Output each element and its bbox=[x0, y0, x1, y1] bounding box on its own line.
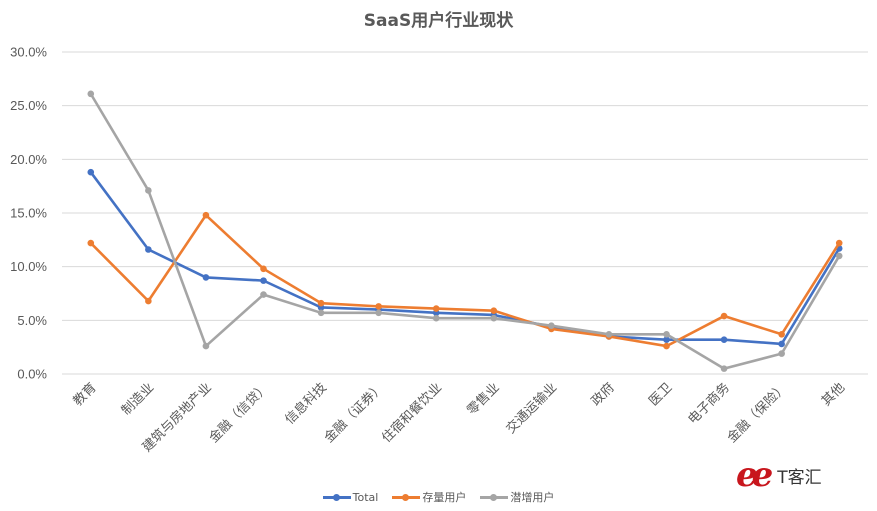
chart-legend: Total 存量用户 潜增用户 bbox=[0, 489, 877, 505]
y-tick-label: 10.0% bbox=[10, 259, 47, 274]
data-point-marker bbox=[490, 307, 498, 314]
data-point-marker bbox=[663, 336, 670, 343]
data-point-marker bbox=[663, 330, 670, 338]
data-point-marker bbox=[720, 312, 728, 320]
x-tick-label: 政府 bbox=[589, 380, 618, 409]
data-point-marker bbox=[202, 342, 210, 350]
legend-label: 存量用户 bbox=[422, 491, 467, 504]
data-point-marker bbox=[778, 350, 785, 357]
series-line bbox=[89, 171, 841, 346]
data-point-marker bbox=[260, 265, 267, 273]
data-point-marker bbox=[490, 314, 498, 322]
data-point-marker bbox=[375, 303, 382, 310]
x-tick-label: 住宿和餐饮业 bbox=[379, 380, 445, 446]
x-tick-label: 信息科技 bbox=[282, 380, 330, 428]
data-point-marker bbox=[260, 277, 267, 284]
legend-line-marker-icon bbox=[392, 492, 421, 502]
logo-text: T客汇 bbox=[777, 467, 822, 488]
data-point-marker bbox=[317, 299, 325, 307]
x-tick-label: 交通运输业 bbox=[503, 380, 560, 437]
chart-title: SaaS用户行业现状 bbox=[363, 11, 514, 31]
series-line bbox=[89, 213, 841, 348]
y-tick-label: 5.0% bbox=[17, 313, 47, 328]
data-point-marker bbox=[202, 274, 210, 281]
data-point-marker bbox=[375, 309, 382, 317]
data-point-marker bbox=[605, 330, 613, 338]
data-point-marker bbox=[835, 239, 843, 247]
data-point-marker bbox=[432, 305, 440, 312]
series-line bbox=[89, 93, 841, 370]
data-point-marker bbox=[720, 365, 728, 372]
data-point-marker bbox=[87, 239, 95, 247]
watermark-logo: ee T客汇 bbox=[736, 455, 822, 495]
x-tick-label: 医卫 bbox=[646, 380, 675, 409]
data-point-marker bbox=[663, 342, 670, 350]
x-tick-label: 制造业 bbox=[119, 380, 157, 418]
legend-line-marker-icon bbox=[480, 492, 509, 502]
data-point-marker bbox=[145, 246, 152, 253]
data-point-marker bbox=[835, 252, 843, 260]
y-tick-label: 15.0% bbox=[10, 206, 47, 221]
y-tick-label: 30.0% bbox=[10, 45, 47, 60]
logo-mark-icon: ee bbox=[736, 455, 773, 495]
x-tick-label: 教育 bbox=[70, 380, 100, 410]
data-point-marker bbox=[778, 330, 785, 338]
data-point-marker bbox=[260, 291, 267, 298]
x-tick-label: 电子商务 bbox=[685, 380, 733, 428]
data-point-marker bbox=[87, 90, 95, 98]
data-point-marker bbox=[145, 187, 152, 194]
data-point-marker bbox=[202, 211, 210, 219]
legend-label: Total bbox=[352, 490, 379, 504]
data-point-marker bbox=[548, 322, 555, 330]
y-tick-label: 25.0% bbox=[10, 98, 47, 113]
data-point-marker bbox=[778, 340, 785, 348]
x-tick-label: 零售业 bbox=[464, 380, 503, 419]
y-tick-label: 20.0% bbox=[10, 152, 47, 167]
legend-item-potential-users: 潜增用户 bbox=[480, 489, 554, 505]
legend-item-existing-users: 存量用户 bbox=[392, 489, 466, 505]
data-point-marker bbox=[432, 314, 440, 322]
legend-label: 潜增用户 bbox=[510, 491, 555, 504]
x-tick-label: 其他 bbox=[819, 380, 848, 409]
data-point-marker bbox=[145, 297, 152, 305]
legend-item-total: Total bbox=[322, 489, 379, 505]
x-tick-label: 金融（保险） bbox=[724, 380, 790, 446]
x-tick-label: 金融（证券） bbox=[321, 380, 387, 446]
y-tick-label: 0.0% bbox=[17, 367, 47, 382]
legend-line-marker-icon bbox=[322, 492, 351, 502]
data-point-marker bbox=[317, 309, 325, 317]
data-point-marker bbox=[720, 336, 728, 343]
x-tick-label: 金融（信贷） bbox=[206, 380, 272, 446]
data-point-marker bbox=[87, 168, 95, 176]
